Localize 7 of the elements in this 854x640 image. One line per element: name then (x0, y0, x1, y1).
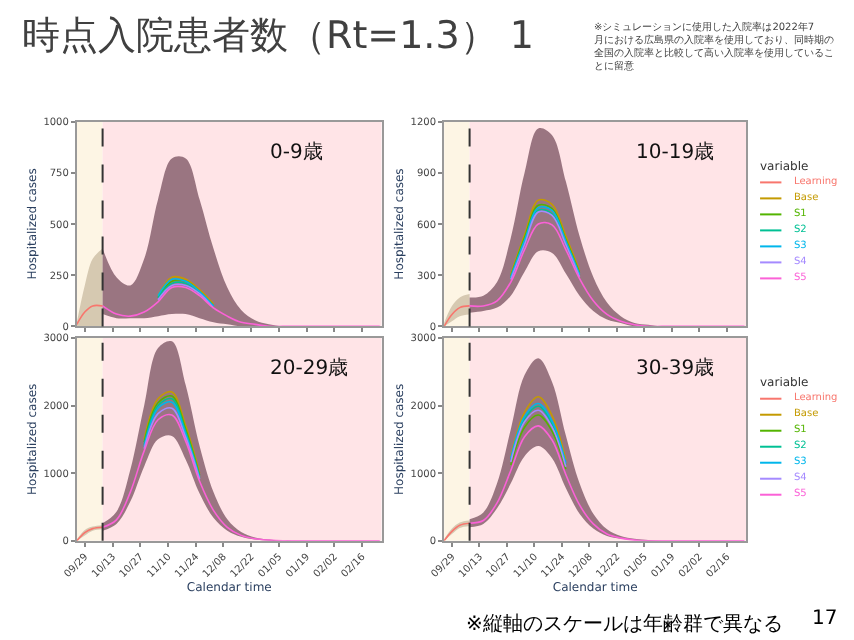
text: 20-29歳 (270, 356, 349, 380)
text: 0-9歳 (270, 140, 323, 164)
text: 時点入院患者数（Rt=1.3） 1 (22, 14, 534, 58)
text: 17 (812, 608, 838, 630)
text: 10-19歳 (636, 140, 715, 164)
text: ※縦軸のスケールは年齢群で異なる (466, 612, 783, 636)
text: 30-39歳 (636, 356, 715, 380)
